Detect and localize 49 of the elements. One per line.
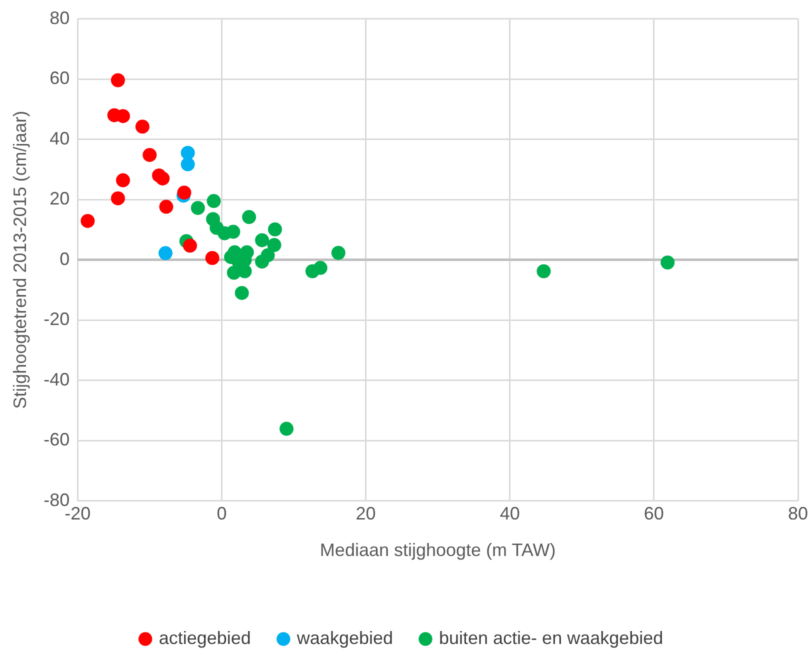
point — [180, 146, 195, 160]
point — [116, 109, 130, 124]
point — [331, 246, 346, 260]
point — [255, 254, 270, 269]
x-tick-label: 20 — [356, 504, 376, 524]
point — [206, 194, 221, 208]
point — [536, 264, 551, 278]
point — [190, 200, 205, 215]
point — [242, 210, 256, 224]
point — [180, 157, 195, 172]
x-tick-label: 60 — [644, 504, 664, 524]
y-tick-label: 20 — [50, 188, 70, 209]
point — [182, 238, 197, 253]
x-axis-title: Mediaan stijghoogte (m TAW) — [320, 540, 556, 560]
point — [268, 222, 282, 236]
point — [234, 286, 249, 300]
point — [135, 120, 150, 134]
point — [110, 73, 125, 88]
point — [255, 233, 270, 248]
y-tick-label: 40 — [50, 128, 70, 148]
point — [205, 250, 220, 265]
point — [238, 264, 252, 278]
point — [116, 173, 130, 188]
y-tick-label: -40 — [44, 369, 70, 390]
x-tick-label: 0 — [216, 504, 227, 524]
y-tick-label: 0 — [60, 248, 70, 269]
y-tick-label: 60 — [50, 68, 70, 88]
point — [226, 224, 240, 239]
y-tick-label: -60 — [44, 430, 70, 450]
y-axis-title: Stijghoogtetrend 2013-2015 (cm/jaar) — [10, 110, 30, 409]
point — [660, 256, 675, 270]
point — [110, 191, 125, 206]
point — [313, 260, 328, 275]
point — [159, 200, 174, 214]
point — [158, 246, 173, 260]
legend-label: waakgebied — [296, 628, 393, 648]
point — [177, 186, 192, 200]
point — [156, 171, 170, 186]
y-tick-label: -80 — [44, 490, 70, 510]
point — [142, 148, 157, 162]
legend-label: actiegebied — [158, 628, 251, 648]
point — [80, 214, 95, 228]
point — [267, 238, 282, 252]
legend-label: buiten actie- en waakgebied — [438, 628, 664, 648]
x-tick-label: 40 — [500, 504, 520, 524]
point — [280, 422, 294, 436]
x-tick-label: 80 — [788, 504, 808, 524]
y-tick-label: -20 — [44, 309, 70, 330]
y-tick-label: 80 — [50, 8, 70, 28]
